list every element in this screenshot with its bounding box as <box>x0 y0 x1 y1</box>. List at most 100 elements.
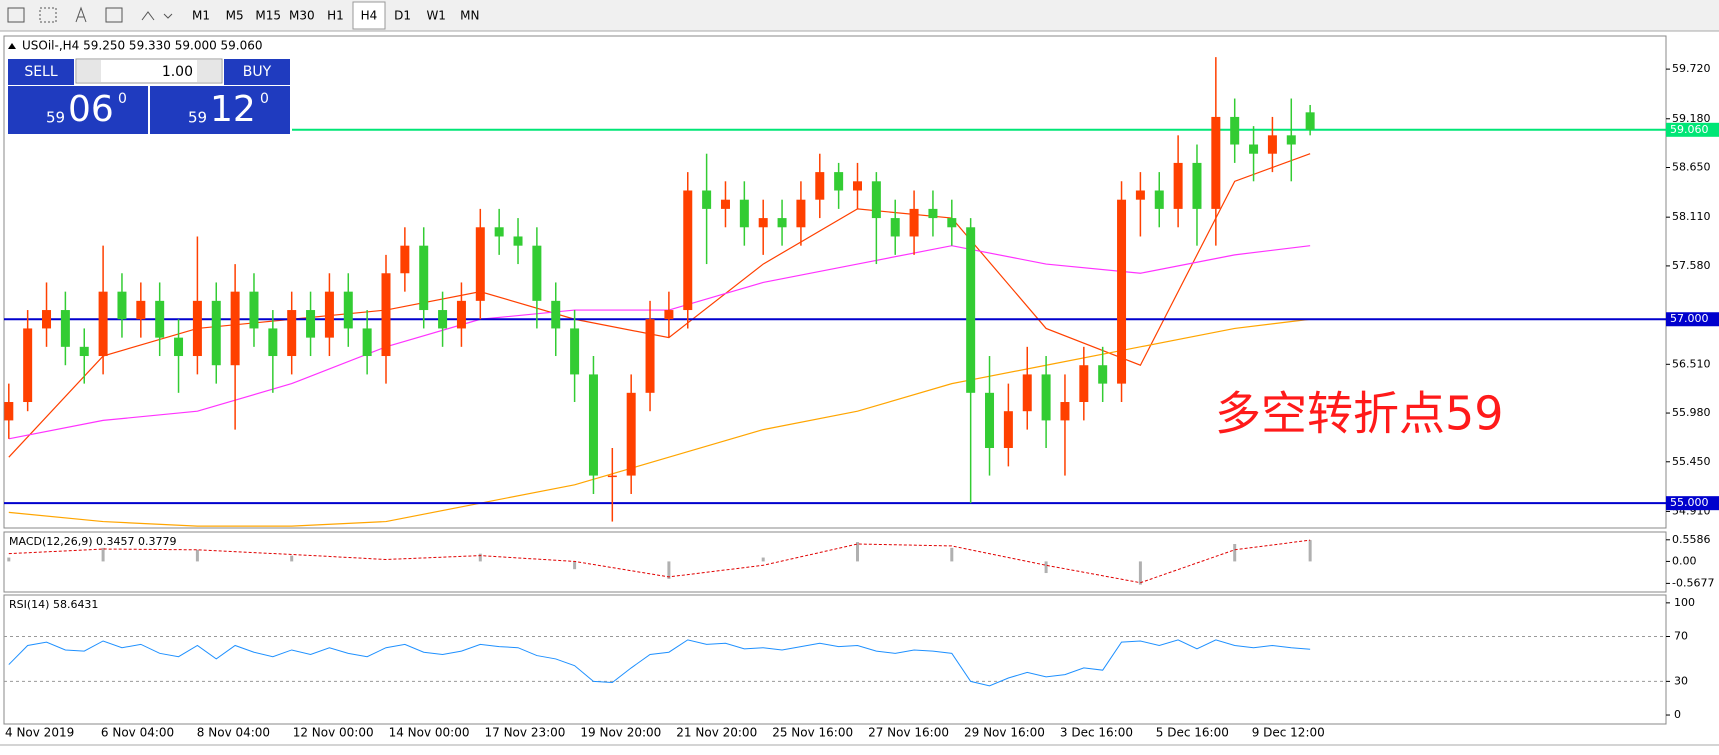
candle-body <box>419 245 429 311</box>
icon[interactable] <box>75 6 87 23</box>
x-tick-label: 6 Nov 04:00 <box>101 726 174 740</box>
candle-body <box>287 310 297 357</box>
lot-down[interactable] <box>77 60 101 82</box>
timeframe-button[interactable]: H4 <box>361 9 378 23</box>
timeframe-button[interactable]: W1 <box>426 9 446 23</box>
candle-body <box>1267 135 1277 154</box>
sell-label: SELL <box>24 64 58 80</box>
rsi-line <box>8 639 1311 687</box>
x-tick-label: 5 Dec 16:00 <box>1156 726 1229 740</box>
rsi-tick-label: 0 <box>1674 708 1681 721</box>
x-tick-label: 25 Nov 16:00 <box>772 726 853 740</box>
macd-bar <box>667 561 671 579</box>
candle-body <box>664 310 674 320</box>
y-tick-label: 58.650 <box>1672 161 1711 174</box>
level-label: 55.000 <box>1670 496 1709 509</box>
candle-body <box>985 392 995 448</box>
level-tag <box>1666 312 1719 327</box>
timeframe-button[interactable]: D1 <box>394 9 411 23</box>
candle-body <box>815 172 825 200</box>
timeframe-button[interactable]: M5 <box>226 9 244 23</box>
candle-body <box>890 218 900 237</box>
candle-body <box>4 402 14 421</box>
annotation: 多空转折点59 <box>1215 387 1504 441</box>
macd-bar <box>761 557 765 562</box>
candle-body <box>966 227 976 393</box>
candle-body <box>683 190 693 311</box>
candle-body <box>60 310 70 347</box>
candle-body <box>42 310 52 329</box>
candle-body <box>1305 112 1315 130</box>
candle-body <box>306 310 316 338</box>
y-tick-label: 55.980 <box>1672 406 1711 419</box>
x-tick-label: 27 Nov 16:00 <box>868 726 949 740</box>
candle-body <box>249 291 259 329</box>
macd-bar <box>950 547 954 562</box>
timeframe-button[interactable]: M30 <box>289 9 315 23</box>
candle-body <box>796 199 806 228</box>
timeframe-button[interactable]: MN <box>460 9 479 23</box>
toolbar-icons <box>7 6 173 23</box>
y-tick-label: 59.180 <box>1672 112 1711 125</box>
candle-body <box>98 291 108 357</box>
timeframe-button[interactable]: M1 <box>192 9 210 23</box>
icon[interactable] <box>105 7 123 23</box>
candle-body <box>1173 162 1183 209</box>
icon[interactable] <box>7 7 25 23</box>
y-tick-label: 59.720 <box>1672 62 1711 75</box>
x-tick-label: 29 Nov 16:00 <box>964 726 1045 740</box>
candle-body <box>853 181 862 191</box>
icon[interactable] <box>141 11 173 21</box>
candle-body <box>456 300 466 329</box>
candle-body <box>1003 411 1013 448</box>
candle-body <box>324 291 334 338</box>
rsi-tick-label: 70 <box>1674 630 1688 643</box>
candle-body <box>230 291 240 366</box>
y-tick-label: 56.510 <box>1672 357 1711 370</box>
macd-bar <box>101 547 105 562</box>
candle-body <box>343 291 353 329</box>
buy-price-mid: 12 <box>210 89 256 130</box>
toolbar <box>0 0 1719 31</box>
x-tick-label: 4 Nov 2019 <box>5 726 74 740</box>
candle-body <box>928 208 938 219</box>
buy-price-sup: 0 <box>260 91 269 107</box>
level-tag <box>1666 122 1719 137</box>
icon[interactable] <box>39 7 57 23</box>
rsi-tick-label: 100 <box>1674 596 1695 609</box>
sell-price-box[interactable] <box>8 86 148 134</box>
buy-button[interactable] <box>224 59 290 85</box>
lot-up[interactable] <box>197 60 221 82</box>
x-tick-label: 9 Dec 12:00 <box>1252 726 1325 740</box>
macd-bar <box>1308 540 1312 562</box>
macd-bar <box>290 555 294 562</box>
buy-price-box[interactable] <box>150 86 290 134</box>
lot-value: 1.00 <box>162 64 193 80</box>
candle-body <box>947 218 957 228</box>
rsi-tick-label: 30 <box>1674 674 1688 687</box>
candle-body <box>79 346 89 357</box>
macd-frame <box>3 531 1667 593</box>
buy-label: BUY <box>243 64 272 80</box>
macd-bar <box>573 561 577 570</box>
candle-body <box>626 392 636 476</box>
moving-average <box>8 153 1311 458</box>
candle-body <box>1098 365 1108 384</box>
x-tick-label: 8 Nov 04:00 <box>197 726 270 740</box>
candle-body <box>1135 190 1145 200</box>
candle-body <box>871 181 881 219</box>
x-tick-label: 17 Nov 23:00 <box>485 726 566 740</box>
candle-body <box>1154 190 1164 209</box>
candle-body <box>136 300 146 320</box>
sell-button[interactable] <box>8 59 74 85</box>
x-tick-label: 12 Nov 00:00 <box>293 726 374 740</box>
buy-price-big: 59 <box>188 109 207 127</box>
x-tick-label: 14 Nov 00:00 <box>389 726 470 740</box>
timeframe-button[interactable]: M15 <box>255 9 281 23</box>
candle-body <box>702 190 712 209</box>
macd-bar <box>195 549 199 562</box>
timeframe-button[interactable]: H1 <box>327 9 344 23</box>
rsi-title: RSI(14) 58.6431 <box>9 598 98 611</box>
candle-body <box>607 475 617 478</box>
candle-body <box>362 328 372 357</box>
